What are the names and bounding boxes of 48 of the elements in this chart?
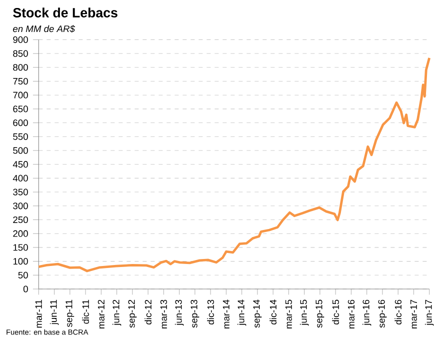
y-tick-label: 600 xyxy=(13,120,28,126)
x-tick-label: mar-17 xyxy=(410,300,417,328)
y-tick-label: 150 xyxy=(13,244,28,251)
x-tick-label: mar-13 xyxy=(160,300,167,328)
x-tick-label: dic-13 xyxy=(207,300,214,324)
y-tick-label: 700 xyxy=(13,92,28,98)
y-tick-label: 200 xyxy=(13,230,28,237)
y-tick-label: 50 xyxy=(18,272,28,278)
x-tick-label: sep-12 xyxy=(128,300,137,328)
x-tick-label: sep-13 xyxy=(190,300,200,328)
y-tick-label: 450 xyxy=(12,161,28,168)
x-tick-label: dic-15 xyxy=(332,300,339,324)
y-tick-label: 100 xyxy=(13,258,28,265)
y-tick-label: 900 xyxy=(13,36,28,43)
x-tick-label: mar-11 xyxy=(35,300,42,328)
x-tick-label: jun-11 xyxy=(50,300,59,325)
x-tick-label: jun-16 xyxy=(362,300,372,326)
chart-title: Stock de Lebacs xyxy=(13,8,118,18)
x-tick-label: dic-11 xyxy=(82,300,89,324)
y-tick-label: 400 xyxy=(12,174,28,182)
y-tick-label: 300 xyxy=(13,202,28,210)
x-tick-label: sep-16 xyxy=(378,300,387,328)
y-tick-label: 750 xyxy=(13,78,28,85)
x-tick-label: dic-14 xyxy=(270,300,276,324)
x-tick-label: dic-16 xyxy=(394,300,402,324)
x-tick-label: sep-14 xyxy=(253,300,262,328)
line-series xyxy=(37,56,431,272)
y-tick-label: 0 xyxy=(23,286,28,292)
y-tick-label: 550 xyxy=(13,133,28,140)
y-tick-label: 250 xyxy=(13,216,28,224)
x-tick-label: mar-14 xyxy=(222,300,230,328)
x-tick-label: jun-12 xyxy=(112,300,122,326)
x-tick-label: jun-13 xyxy=(174,300,184,326)
y-tick-label: 650 xyxy=(13,106,28,112)
x-tick-label: dic-12 xyxy=(144,300,152,324)
y-tick-label: 500 xyxy=(13,147,28,154)
x-tick-label: jun-14 xyxy=(237,300,246,326)
x-tick-label: sep-11 xyxy=(66,300,74,327)
chart-subtitle: en MM de AR$ xyxy=(13,25,76,33)
x-tick-label: jun-15 xyxy=(300,300,309,326)
x-tick-label: sep-15 xyxy=(316,300,324,328)
y-tick-label: 350 xyxy=(13,188,28,196)
x-tick-label: mar-16 xyxy=(348,300,354,328)
x-tick-label: jun-17 xyxy=(424,300,434,326)
y-tick-label: 800 xyxy=(13,64,28,71)
x-tick-label: mar-15 xyxy=(285,300,292,328)
x-tick-label: mar-12 xyxy=(98,300,104,328)
y-tick-label: 850 xyxy=(13,50,28,57)
